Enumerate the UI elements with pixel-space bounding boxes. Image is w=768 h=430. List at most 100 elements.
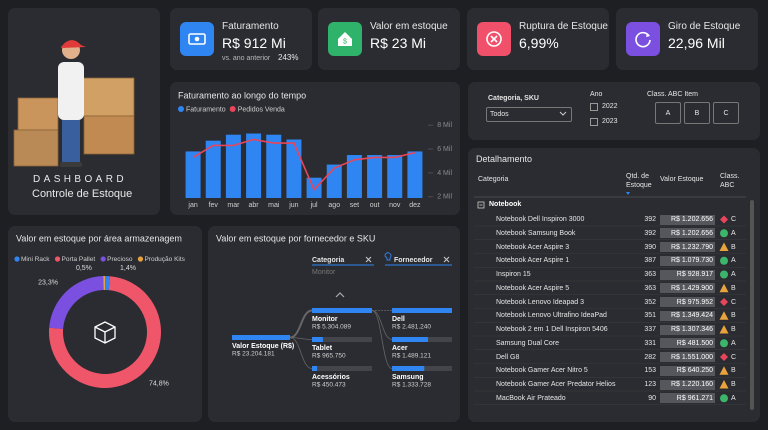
cell-class: A — [731, 394, 736, 402]
bar — [266, 134, 282, 198]
class-glyph — [719, 242, 729, 251]
cell-value: R$ 1.202.656 — [670, 216, 713, 223]
cell-qty: 282 — [644, 353, 656, 361]
cell-value: R$ 1.429.900 — [670, 284, 713, 292]
cell-qty: 392 — [644, 229, 656, 237]
y-tick-label: 8 Mil — [437, 122, 452, 129]
cell-value: R$ 961.271 — [676, 394, 713, 402]
donut-slice — [103, 276, 105, 291]
dropdown[interactable] — [486, 107, 572, 122]
node-value: R$ 1.333.728 — [392, 382, 431, 389]
cell-name: Notebook Lenovo Ultrafino IdeaPad — [496, 312, 607, 320]
x-tick-label: fev — [209, 202, 219, 209]
decomposition-panel — [208, 226, 460, 422]
connector — [289, 309, 313, 339]
chevron-up — [335, 292, 345, 298]
x-tick-label: jun — [288, 202, 298, 209]
node-track — [312, 337, 372, 342]
checkbox[interactable] — [590, 118, 598, 126]
bar — [387, 155, 403, 198]
legend-label: Precioso — [107, 256, 133, 263]
cell-qty: 337 — [644, 326, 656, 333]
abc-button[interactable]: A — [655, 102, 681, 124]
box-illustration — [13, 129, 59, 167]
cell-value: R$ 1.232.790 — [670, 243, 713, 251]
kpi-change: 243% — [278, 53, 299, 62]
cell-qty: 331 — [644, 339, 656, 347]
column-header: Categoria — [478, 176, 509, 183]
kpi-glyph — [486, 31, 502, 47]
class-glyph — [719, 325, 729, 334]
cell-value: R$ 1.551.000 — [670, 353, 713, 361]
cell-value-bg — [660, 352, 715, 362]
cell-qty: 352 — [644, 298, 656, 306]
person-legs — [62, 118, 80, 164]
cell-value-bg — [660, 310, 715, 321]
bar — [246, 133, 262, 198]
bar — [185, 151, 201, 198]
scrollbar[interactable] — [750, 200, 754, 410]
filter-label: Ano — [590, 91, 603, 98]
connector — [289, 337, 313, 340]
cell-value: R$ 481.500 — [676, 339, 713, 347]
kpi-label: Faturamento — [222, 21, 279, 32]
cell-class: A — [731, 271, 736, 278]
cell-value-bg — [660, 393, 715, 404]
cell-value: R$ 1.349.424 — [670, 312, 713, 320]
cell-value-bg — [660, 365, 715, 376]
level-header: Categoria — [312, 257, 344, 264]
level-selected: Monitor — [312, 269, 336, 276]
kpi-label: Valor em estoque — [370, 21, 448, 32]
cell-value-bg — [660, 297, 715, 307]
node-value: R$ 1.489.121 — [392, 353, 431, 360]
checkbox[interactable] — [590, 103, 598, 111]
sidebar-subtitle: Controle de Estoque — [32, 188, 133, 200]
kpi-value: 22,96 Mil — [668, 35, 725, 51]
cell-value-bg — [660, 379, 715, 390]
kpi-value: 6,99% — [519, 35, 559, 51]
kpi-value: R$ 23 Mi — [370, 35, 427, 51]
kpi-icon — [477, 22, 511, 56]
svg-text:$: $ — [343, 38, 347, 45]
abc-button[interactable]: B — [684, 102, 710, 124]
class-glyph — [720, 353, 728, 361]
node-label: Valor Estoque (R$) — [232, 343, 294, 350]
cell-value-bg — [660, 283, 715, 294]
donut-label: 74,8% — [149, 381, 169, 388]
cell-value: R$ 928.917 — [676, 271, 713, 278]
collapse-icon — [477, 201, 485, 209]
y-tick-label: 4 Mil — [437, 170, 452, 177]
legend-label: Produção Kits — [144, 256, 185, 263]
cell-class: B — [731, 326, 736, 333]
cell-name: MacBook Air Prateado — [496, 394, 566, 402]
cell-class: C — [731, 353, 737, 361]
panel-title: Valor em estoque por fornecedor e SKU — [216, 233, 375, 243]
class-glyph — [720, 394, 728, 403]
cell-name: Notebook Gamer Acer Nitro 5 — [496, 367, 588, 375]
legend-label: Mini Rack — [21, 256, 50, 263]
level-header: Fornecedor — [394, 257, 433, 264]
node-bar — [232, 335, 290, 340]
cell-value-bg — [660, 324, 715, 335]
abc-button[interactable]: C — [713, 102, 739, 124]
class-glyph — [719, 366, 729, 375]
class-glyph — [720, 298, 728, 306]
kpi-label: Giro de Estoque — [668, 21, 741, 32]
cell-class: B — [731, 381, 736, 388]
node-label: Acer — [392, 345, 408, 352]
cell-name: Samsung Dual Core — [496, 339, 560, 347]
checkbox-label: 2023 — [602, 118, 618, 125]
cell-value: R$ 975.952 — [676, 298, 713, 306]
line — [192, 138, 416, 192]
node-label: Tablet — [312, 345, 333, 352]
node-bar — [392, 308, 452, 313]
close-icon — [443, 256, 450, 263]
legend-marker — [100, 256, 106, 262]
cell-value-bg — [660, 338, 715, 349]
sidebar-title: DASHBOARD — [33, 174, 127, 185]
filter-panel — [468, 82, 760, 140]
legend-label: Faturamento — [186, 106, 226, 113]
filter-label: Class. ABC Item — [647, 91, 698, 98]
node-bar — [392, 337, 429, 342]
